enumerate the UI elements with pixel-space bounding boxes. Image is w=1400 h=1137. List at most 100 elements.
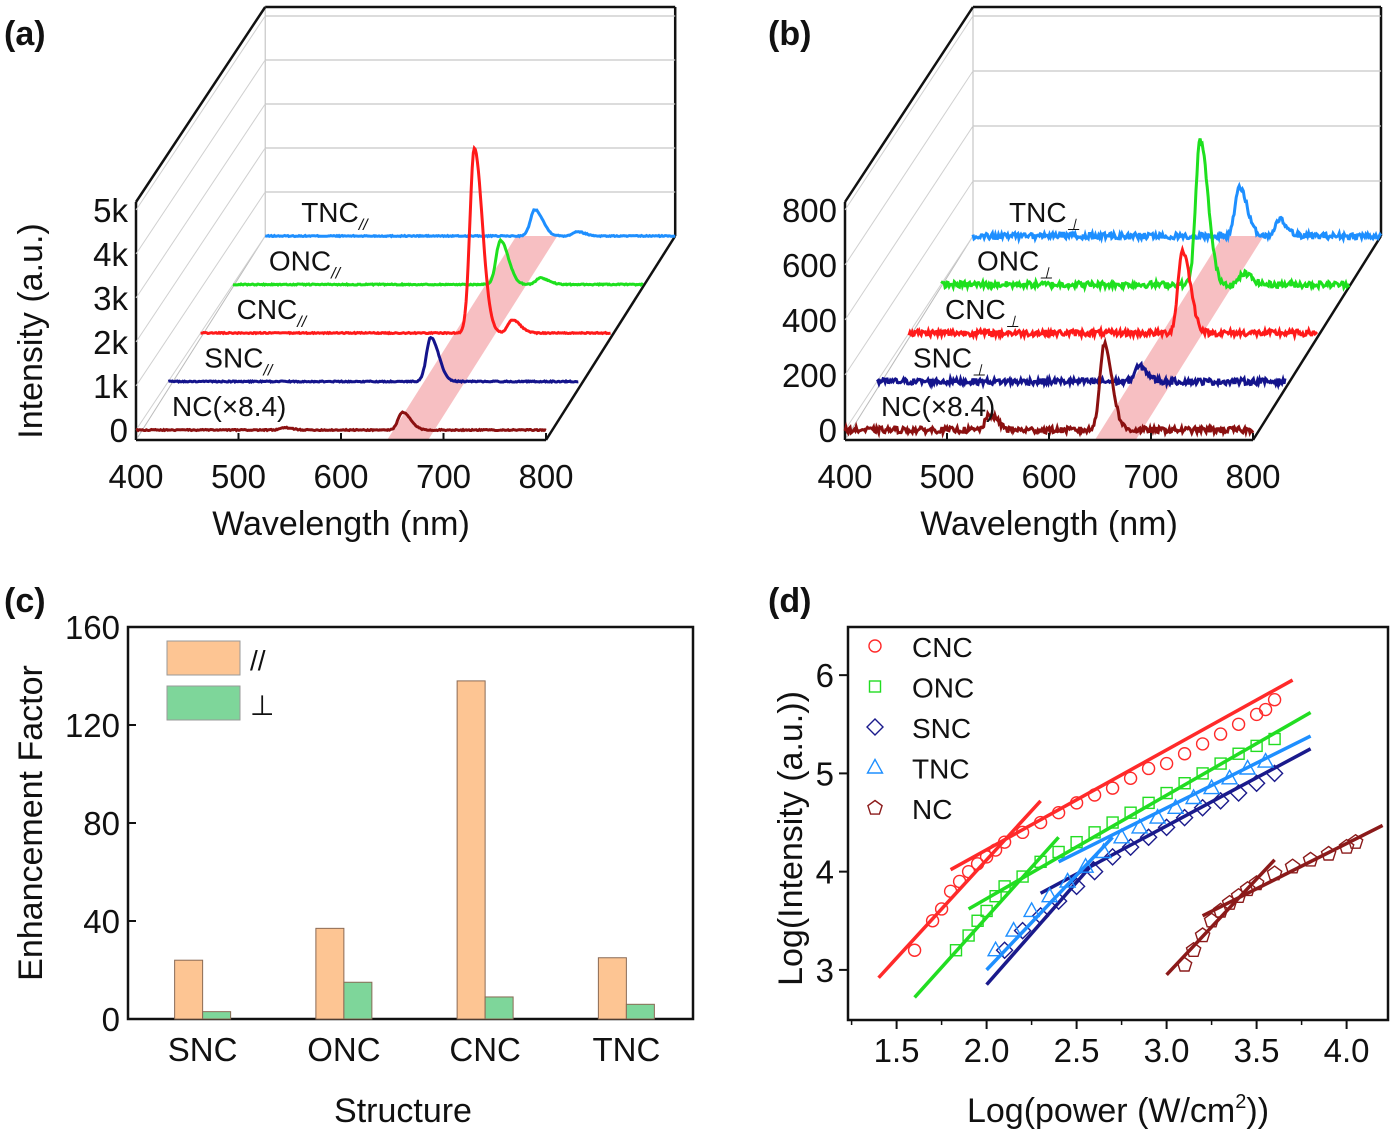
x-tick-label: 3.0 bbox=[1144, 1032, 1190, 1069]
fit-line bbox=[985, 860, 1096, 986]
data-point bbox=[1267, 693, 1282, 707]
legend-label: NC bbox=[912, 794, 952, 825]
left-depth-edge bbox=[135, 235, 266, 441]
panel-c-bar-chart: (c) 0 40 80 120 160 SNC ONC CNC TNC // ⊥ Structure En… bbox=[4, 582, 695, 1130]
data-point bbox=[1249, 707, 1264, 722]
spectrum-nc bbox=[135, 410, 547, 433]
y-tick-label: 80 bbox=[83, 805, 120, 842]
series-label-subscript: // bbox=[330, 266, 341, 283]
series-label-subscript: // bbox=[296, 314, 307, 331]
bar-snc-perpendicular bbox=[202, 1011, 232, 1020]
y-tick-label: 0 bbox=[102, 1001, 120, 1038]
x-tick-label: 800 bbox=[1225, 458, 1280, 495]
depth-gridline bbox=[844, 125, 974, 321]
right-depth-edge bbox=[544, 235, 677, 441]
x-tick-label: 400 bbox=[108, 458, 163, 495]
series-label-name: CNC bbox=[945, 294, 1006, 325]
series-label-subscript: // bbox=[262, 363, 273, 380]
depth-gridline bbox=[844, 15, 974, 211]
data-point bbox=[907, 943, 922, 957]
legend-marker-square bbox=[868, 680, 882, 693]
x-tick-label: 4.0 bbox=[1324, 1032, 1370, 1069]
x-axis-title: Wavelength (nm) bbox=[920, 505, 1178, 543]
y-tick-label: 800 bbox=[782, 192, 837, 229]
right-depth-edge bbox=[1251, 235, 1383, 441]
spectrum-nc bbox=[843, 336, 1255, 439]
y-tick-label: 600 bbox=[782, 247, 837, 284]
fit-line bbox=[1039, 747, 1312, 895]
series-label: CNC⊥ bbox=[945, 294, 1020, 331]
data-point bbox=[1004, 921, 1023, 937]
series-label: SNC⊥ bbox=[913, 343, 986, 380]
legend-label: // bbox=[250, 645, 266, 676]
series-label: NC(×8.4) bbox=[172, 391, 286, 422]
y-tick-label: 120 bbox=[65, 707, 120, 744]
x-tick-label: ONC bbox=[307, 1031, 380, 1068]
series-label: TNC⊥ bbox=[1009, 197, 1080, 234]
data-point bbox=[1214, 757, 1227, 770]
data-point bbox=[1347, 833, 1364, 849]
series-label: SNC// bbox=[204, 343, 274, 380]
series-label: ONC// bbox=[269, 246, 342, 283]
series-label-subscript: ⊥ bbox=[1006, 314, 1020, 331]
legend-swatch bbox=[166, 640, 241, 676]
depth-gridline bbox=[135, 191, 266, 387]
legend-label: TNC bbox=[912, 754, 970, 785]
data-point bbox=[1112, 827, 1131, 844]
spectrum-snc bbox=[167, 335, 579, 385]
series-label: CNC// bbox=[237, 294, 308, 331]
depth-gridline bbox=[135, 147, 266, 343]
series-label-subscript: ⊥ bbox=[1067, 217, 1081, 234]
series-onc bbox=[913, 710, 1312, 999]
bar-onc-parallel bbox=[315, 927, 345, 1020]
highlight-band bbox=[1094, 236, 1264, 440]
fit-line bbox=[913, 836, 1060, 999]
top-left-edge bbox=[843, 6, 975, 203]
data-point bbox=[1067, 877, 1086, 896]
series-label-name: NC(×8.4) bbox=[172, 391, 286, 422]
y-axis-title: Intensity (a.u.) bbox=[12, 223, 50, 438]
fit-line bbox=[1057, 734, 1312, 864]
series-label-subscript: // bbox=[358, 217, 369, 234]
series-label-name: TNC bbox=[1009, 197, 1067, 228]
depth-gridline bbox=[844, 180, 974, 376]
bar-snc-parallel bbox=[174, 959, 204, 1020]
plot-frame bbox=[846, 625, 1390, 1022]
y-tick-label: 0 bbox=[110, 412, 128, 449]
data-point bbox=[1232, 747, 1245, 760]
data-point bbox=[1141, 761, 1156, 776]
y-tick-label: 2k bbox=[93, 324, 128, 361]
series-nc bbox=[1165, 823, 1384, 977]
series-label-subscript: ⊥ bbox=[1039, 266, 1053, 283]
y-tick-label: 4k bbox=[93, 236, 128, 273]
y-tick-label: 0 bbox=[819, 412, 837, 449]
x-tick-label: 2.5 bbox=[1054, 1032, 1100, 1069]
x-axis-title-part: )) bbox=[1246, 1092, 1269, 1130]
data-point bbox=[925, 914, 940, 928]
x-tick-label: 2.0 bbox=[964, 1032, 1010, 1069]
data-point bbox=[1139, 828, 1158, 847]
spectrum-cnc bbox=[907, 244, 1319, 342]
spectrum-tnc bbox=[971, 181, 1383, 245]
y-tick-label: 5 bbox=[816, 755, 834, 792]
x-tick-label: 500 bbox=[211, 458, 266, 495]
spectrum-cnc bbox=[200, 144, 611, 336]
y-tick-label: 40 bbox=[83, 903, 120, 940]
legend-marker-pentagon bbox=[867, 799, 883, 815]
data-point bbox=[934, 902, 949, 916]
x-tick-label: 1.5 bbox=[874, 1032, 920, 1069]
data-point bbox=[1213, 727, 1228, 741]
series-label-name: SNC bbox=[913, 343, 972, 374]
depth-gridline bbox=[135, 15, 266, 211]
series-label-name: ONC bbox=[269, 246, 331, 277]
data-point bbox=[986, 940, 1005, 957]
data-point bbox=[1231, 717, 1246, 731]
data-point bbox=[1123, 771, 1138, 786]
x-axis-title: Wavelength (nm) bbox=[212, 505, 470, 543]
spectrum-onc bbox=[940, 138, 1351, 294]
y-tick-label: 200 bbox=[782, 357, 837, 394]
x-tick-label: TNC bbox=[592, 1031, 660, 1068]
data-point bbox=[1159, 756, 1174, 771]
